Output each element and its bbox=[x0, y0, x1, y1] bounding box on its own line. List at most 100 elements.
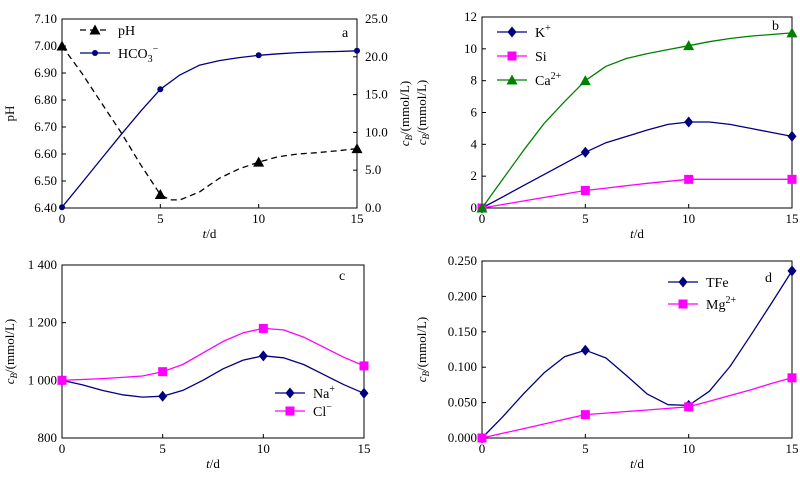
series-line-Si bbox=[481, 178, 792, 209]
data-point-pH bbox=[351, 143, 363, 154]
y-tick-label: 0.150 bbox=[448, 324, 477, 339]
legend-marker-Mg2+ bbox=[678, 299, 688, 309]
panel-letter: a bbox=[342, 26, 349, 41]
series-line-Ca2+ bbox=[481, 32, 793, 209]
y-tick-label: 0 bbox=[471, 200, 478, 215]
legend-label-Na+: Na+ bbox=[313, 384, 335, 402]
data-point-Mg2+ bbox=[580, 410, 590, 420]
panel-letter: c bbox=[339, 269, 345, 284]
y2-tick-label: 10.0 bbox=[365, 124, 388, 139]
data-point-Cl- bbox=[158, 367, 168, 377]
y-tick-label: 6.60 bbox=[34, 146, 57, 161]
data-point-K+ bbox=[684, 116, 694, 128]
x-tick-label: 5 bbox=[582, 441, 589, 456]
y-axis-title: cB/(mmol/L) bbox=[397, 81, 414, 146]
y-tick-label: 8 bbox=[471, 73, 478, 88]
data-point-HCO3- bbox=[157, 86, 164, 93]
y2-tick-label: 25.0 bbox=[365, 11, 388, 26]
legend-marker-Si bbox=[507, 51, 517, 61]
data-point-HCO3- bbox=[59, 204, 65, 211]
x-tick-label: 10 bbox=[682, 211, 695, 226]
data-point-Mg2+ bbox=[477, 433, 487, 443]
y-axis-title: cB/(mmol/L) bbox=[414, 80, 431, 145]
chart-panel-c: 0 5 10 15 t/d 800 1 000 1 200 1 400 cB/(mmol/L) Na… bbox=[2, 257, 371, 471]
series-line-Mg2+ bbox=[481, 377, 793, 439]
y-tick-label: 6.50 bbox=[34, 173, 57, 188]
x-tick-label: 0 bbox=[479, 441, 486, 456]
panel-letter: b bbox=[772, 19, 779, 34]
x-tick-label: 0 bbox=[59, 211, 66, 226]
series-line-pH bbox=[61, 45, 358, 201]
y-tick-label: 0.250 bbox=[448, 253, 477, 268]
y2-tick-label: 5.0 bbox=[365, 162, 381, 177]
y-tick-label: 0.100 bbox=[448, 359, 477, 374]
y-tick-label: 10 bbox=[464, 41, 477, 56]
series-line-K+ bbox=[481, 121, 793, 209]
series-line-Na+ bbox=[61, 355, 365, 398]
x-axis-title: t/d bbox=[630, 456, 644, 471]
y-tick-label: 6.40 bbox=[34, 200, 57, 215]
data-point-Cl- bbox=[258, 323, 268, 333]
x-tick-label: 15 bbox=[351, 211, 364, 226]
data-point-Cl- bbox=[359, 361, 369, 371]
y-axis-title: cB/(mmol/L) bbox=[2, 319, 19, 384]
y2-tick-label: 15.0 bbox=[365, 87, 388, 102]
y2-tick-label: 0.0 bbox=[365, 200, 381, 215]
y-tick-label: 7.10 bbox=[34, 11, 57, 26]
x-tick-label: 10 bbox=[682, 441, 695, 456]
y-tick-label: 800 bbox=[38, 430, 58, 445]
x-tick-label: 15 bbox=[786, 211, 799, 226]
plot-frame bbox=[61, 264, 365, 439]
y-tick-label: 12 bbox=[464, 9, 477, 24]
y-tick-label: 1 200 bbox=[28, 315, 57, 330]
x-tick-label: 15 bbox=[786, 441, 799, 456]
x-tick-label: 0 bbox=[59, 441, 66, 456]
legend-label-Si: Si bbox=[535, 50, 547, 65]
data-point-TFe bbox=[580, 344, 590, 356]
data-point-Mg2+ bbox=[787, 373, 797, 383]
x-tick-label: 5 bbox=[159, 441, 166, 456]
legend-marker-pH bbox=[89, 24, 101, 35]
panel-letter: d bbox=[765, 271, 772, 286]
y-tick-label: 4 bbox=[471, 136, 478, 151]
chart-panel-a: 0 5 10 15 t/d 6.40 6.50 6.60 6.70 6.80 6.90 7.00 7.1… bbox=[2, 11, 414, 241]
data-point-Ca2+ bbox=[579, 75, 591, 86]
legend-marker-HCO3- bbox=[92, 50, 98, 56]
y-tick-label: 1 000 bbox=[28, 372, 57, 387]
data-point-HCO3- bbox=[255, 52, 262, 59]
data-point-Ca2+ bbox=[786, 27, 798, 38]
y-axis-title: pH bbox=[2, 106, 17, 122]
y2-tick-label: 20.0 bbox=[365, 49, 388, 64]
chart-panel-b: 0 5 10 15 t/d 0 2 4 6 8 10 12 cB/(mmol/L) K+ Si Ca2+ b bbox=[414, 9, 799, 241]
series-line-Cl- bbox=[61, 327, 365, 381]
data-point-TFe bbox=[787, 265, 797, 277]
y-tick-label: 6.80 bbox=[34, 92, 57, 107]
legend-marker-Cl- bbox=[285, 406, 295, 416]
data-point-Si bbox=[580, 185, 590, 195]
y-tick-label: 0.000 bbox=[448, 430, 477, 445]
x-tick-label: 5 bbox=[582, 211, 589, 226]
plot-frame bbox=[481, 260, 793, 439]
x-axis-title: t/d bbox=[203, 226, 217, 241]
data-point-Na+ bbox=[359, 387, 369, 399]
legend-label-HCO3-: HCO3− bbox=[118, 44, 159, 65]
x-tick-label: 15 bbox=[358, 441, 371, 456]
data-point-HCO3- bbox=[354, 47, 360, 54]
y-tick-label: 6.90 bbox=[34, 65, 57, 80]
chart-panel-d: 0 5 10 15 t/d 0.000 0.050 0.100 0.150 0.200 0.250 c… bbox=[414, 253, 799, 471]
data-point-pH bbox=[154, 189, 166, 199]
data-point-Ca2+ bbox=[683, 40, 695, 51]
y-tick-label: 0.200 bbox=[448, 288, 477, 303]
legend-label-K+: K+ bbox=[535, 23, 551, 41]
data-point-Na+ bbox=[258, 350, 268, 362]
data-point-pH bbox=[56, 40, 68, 51]
data-point-Mg2+ bbox=[684, 402, 694, 412]
data-point-pH bbox=[253, 156, 265, 167]
y-tick-label: 0.050 bbox=[448, 395, 477, 410]
y-tick-label: 1 400 bbox=[28, 257, 57, 272]
data-point-Si bbox=[684, 174, 694, 184]
legend-label-TFe: TFe bbox=[706, 276, 729, 291]
legend-label-Mg2+: Mg2+ bbox=[706, 295, 736, 313]
series-line-TFe bbox=[481, 270, 793, 439]
